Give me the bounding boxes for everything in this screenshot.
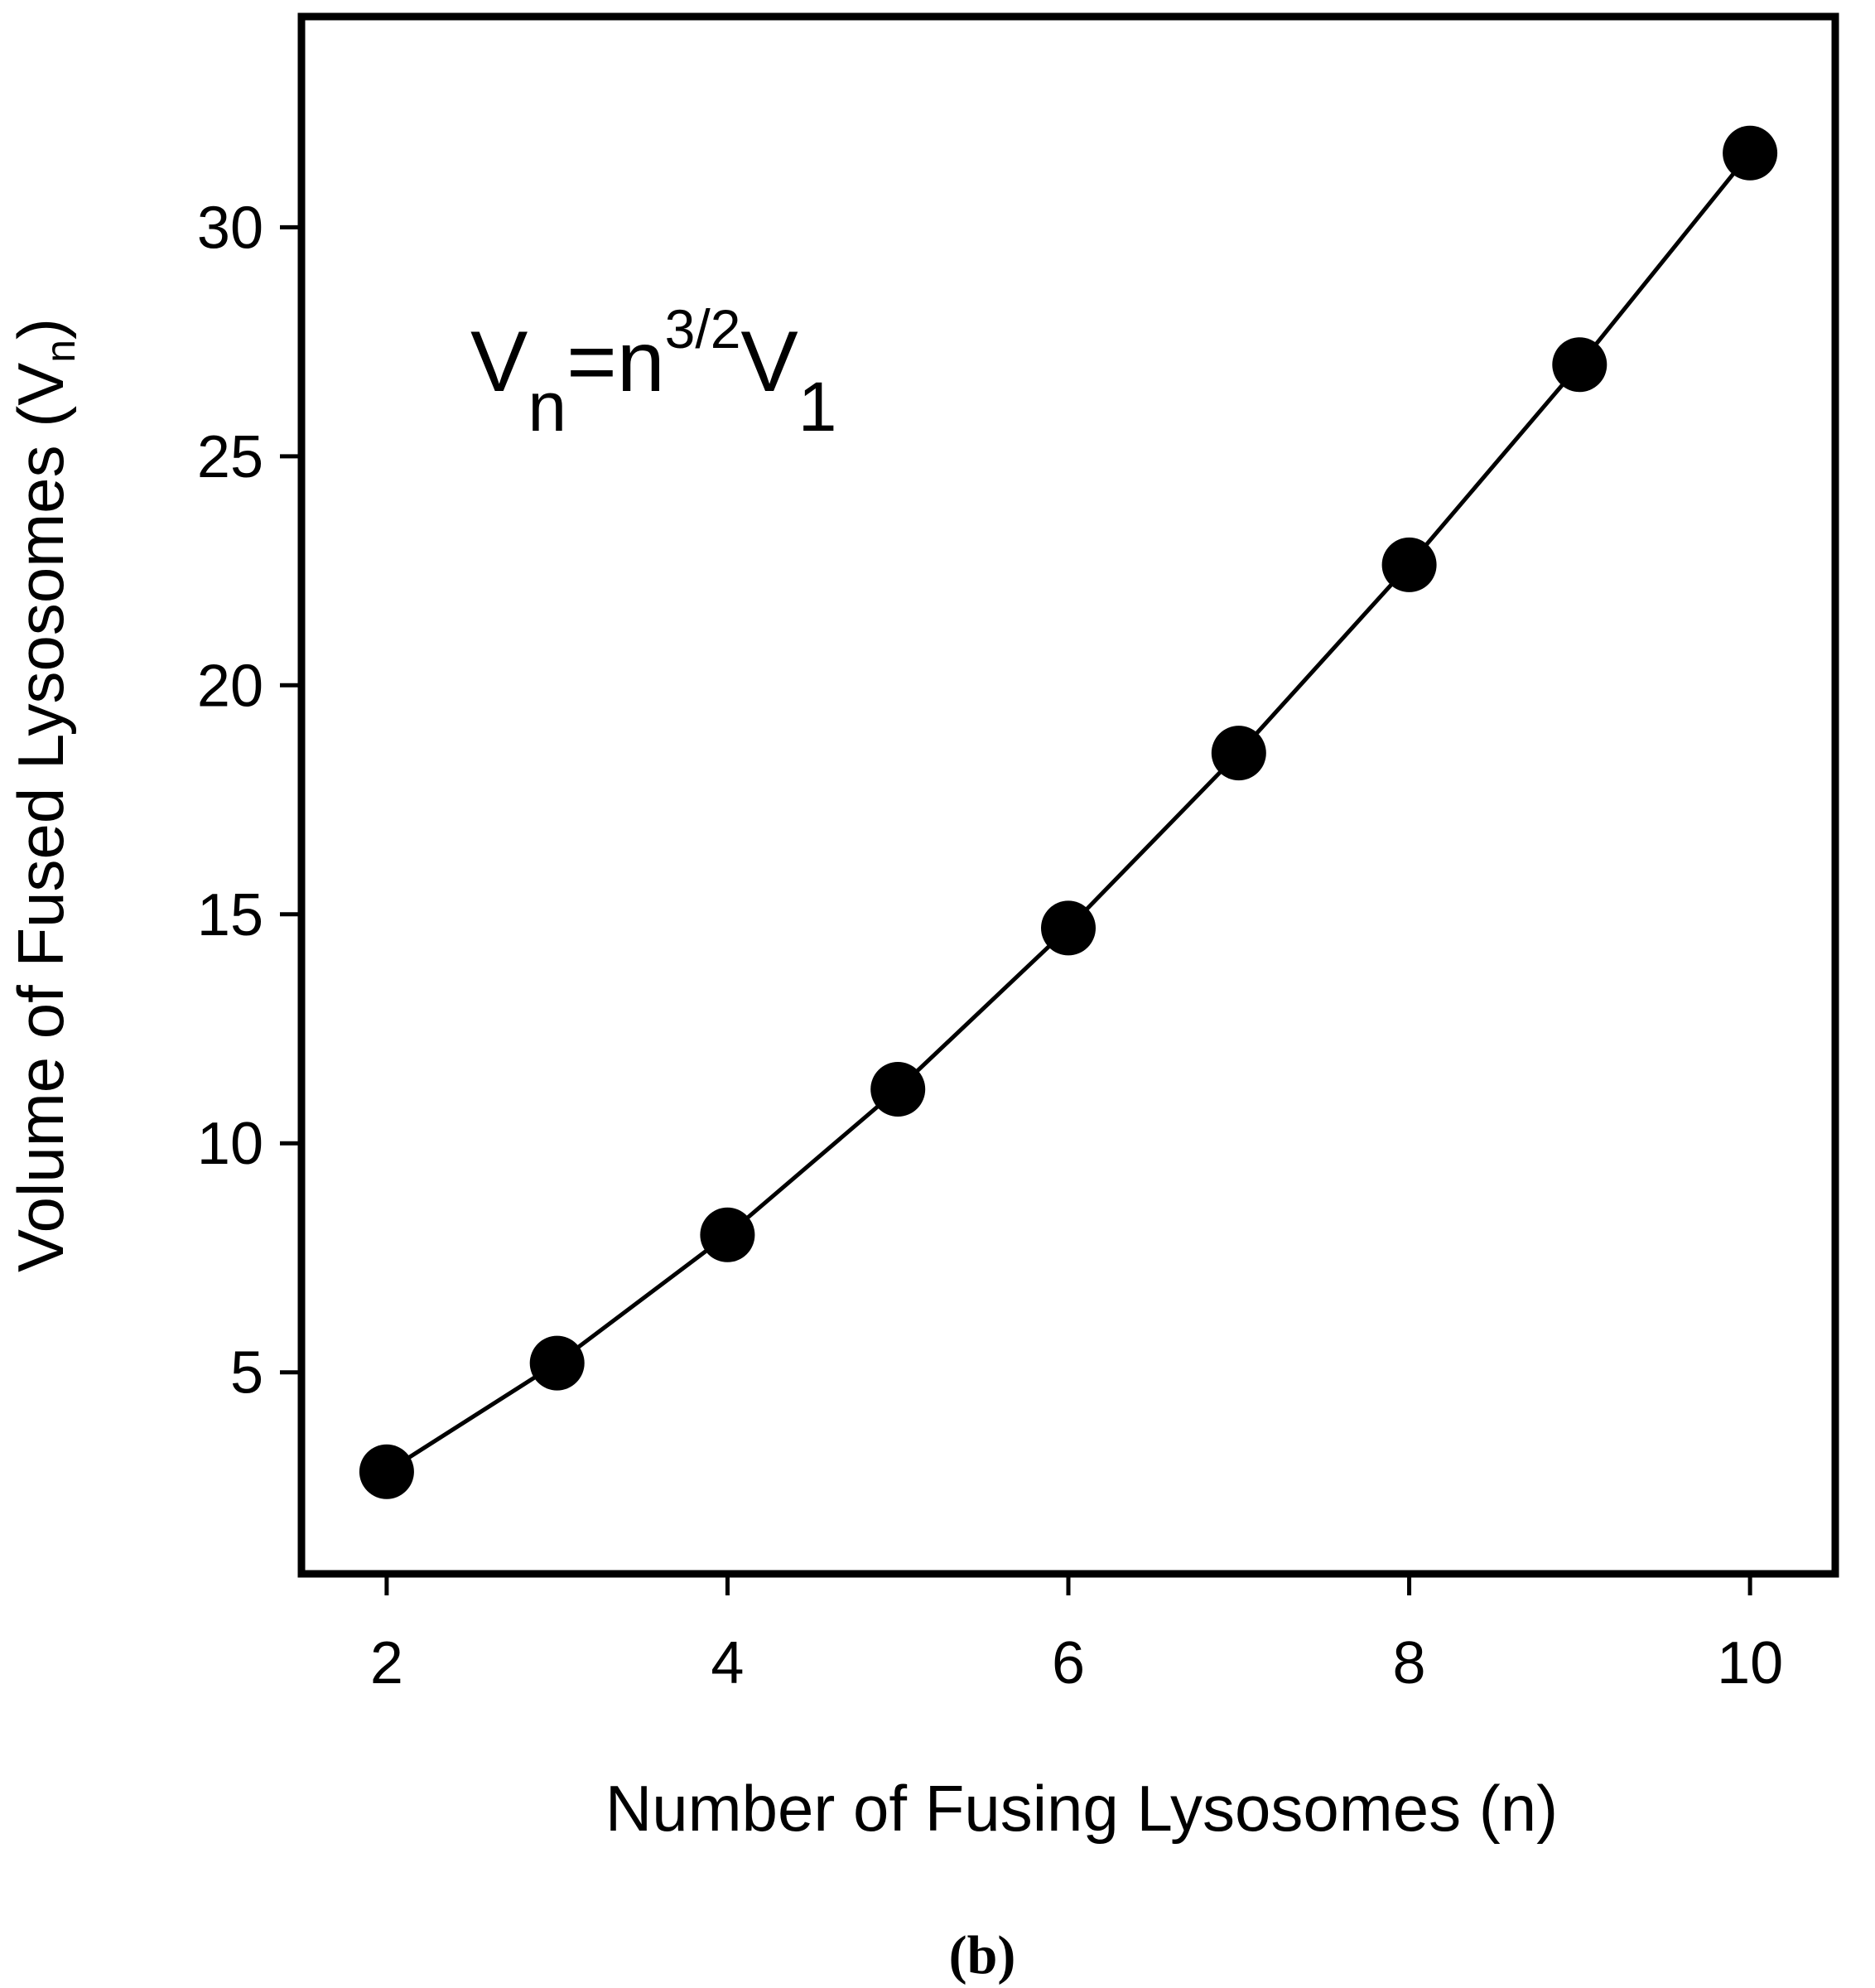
formula-sub-n: n: [528, 368, 566, 446]
data-point: [1552, 337, 1607, 393]
data-point: [700, 1207, 755, 1262]
x-axis-title: Number of Fusing Lysosomes (n): [605, 1772, 1558, 1845]
plot-frame: [297, 12, 1839, 1578]
x-tick-label: 6: [1052, 1630, 1085, 1696]
formula-annotation: Vn=n3/2V1: [470, 298, 837, 446]
y-axis-title: Volume of Fused Lysosomes (Vn): [4, 318, 84, 1272]
x-tick-label: 2: [370, 1630, 403, 1696]
formula-v: V: [470, 314, 528, 410]
y-axis-title-close: ): [4, 318, 77, 340]
data-point: [870, 1062, 926, 1117]
y-tick-label: 25: [197, 424, 263, 490]
panel-label: (b): [949, 1925, 1016, 1986]
data-point: [529, 1335, 585, 1391]
formula-eq-n: =n: [566, 314, 665, 410]
formula-sub-1: 1: [798, 368, 837, 446]
y-tick-label: 20: [197, 653, 263, 719]
y-tick-label: 30: [197, 195, 263, 261]
data-point: [1723, 125, 1778, 181]
x-tick-label: 8: [1393, 1630, 1426, 1696]
x-axis-ticks: 2 4 6 8 10: [370, 1574, 1783, 1696]
y-axis-title-sub: n: [37, 340, 84, 363]
y-tick-label: 10: [197, 1111, 263, 1177]
data-point: [359, 1444, 414, 1499]
formula-sup: 3/2: [665, 298, 741, 359]
x-tick-label: 10: [1717, 1630, 1783, 1696]
data-point: [1211, 726, 1266, 781]
x-tick-label: 4: [711, 1630, 744, 1696]
data-point: [1041, 900, 1096, 956]
series-points-group: [359, 125, 1778, 1499]
formula-v2: V: [740, 314, 798, 410]
y-axis-title-main: Volume of Fused Lysosomes (V: [4, 363, 77, 1272]
y-tick-label: 15: [197, 882, 263, 948]
y-axis-ticks: 5 10 15 20 25 30: [197, 195, 301, 1407]
data-point: [1381, 537, 1437, 592]
y-tick-label: 5: [230, 1340, 263, 1407]
